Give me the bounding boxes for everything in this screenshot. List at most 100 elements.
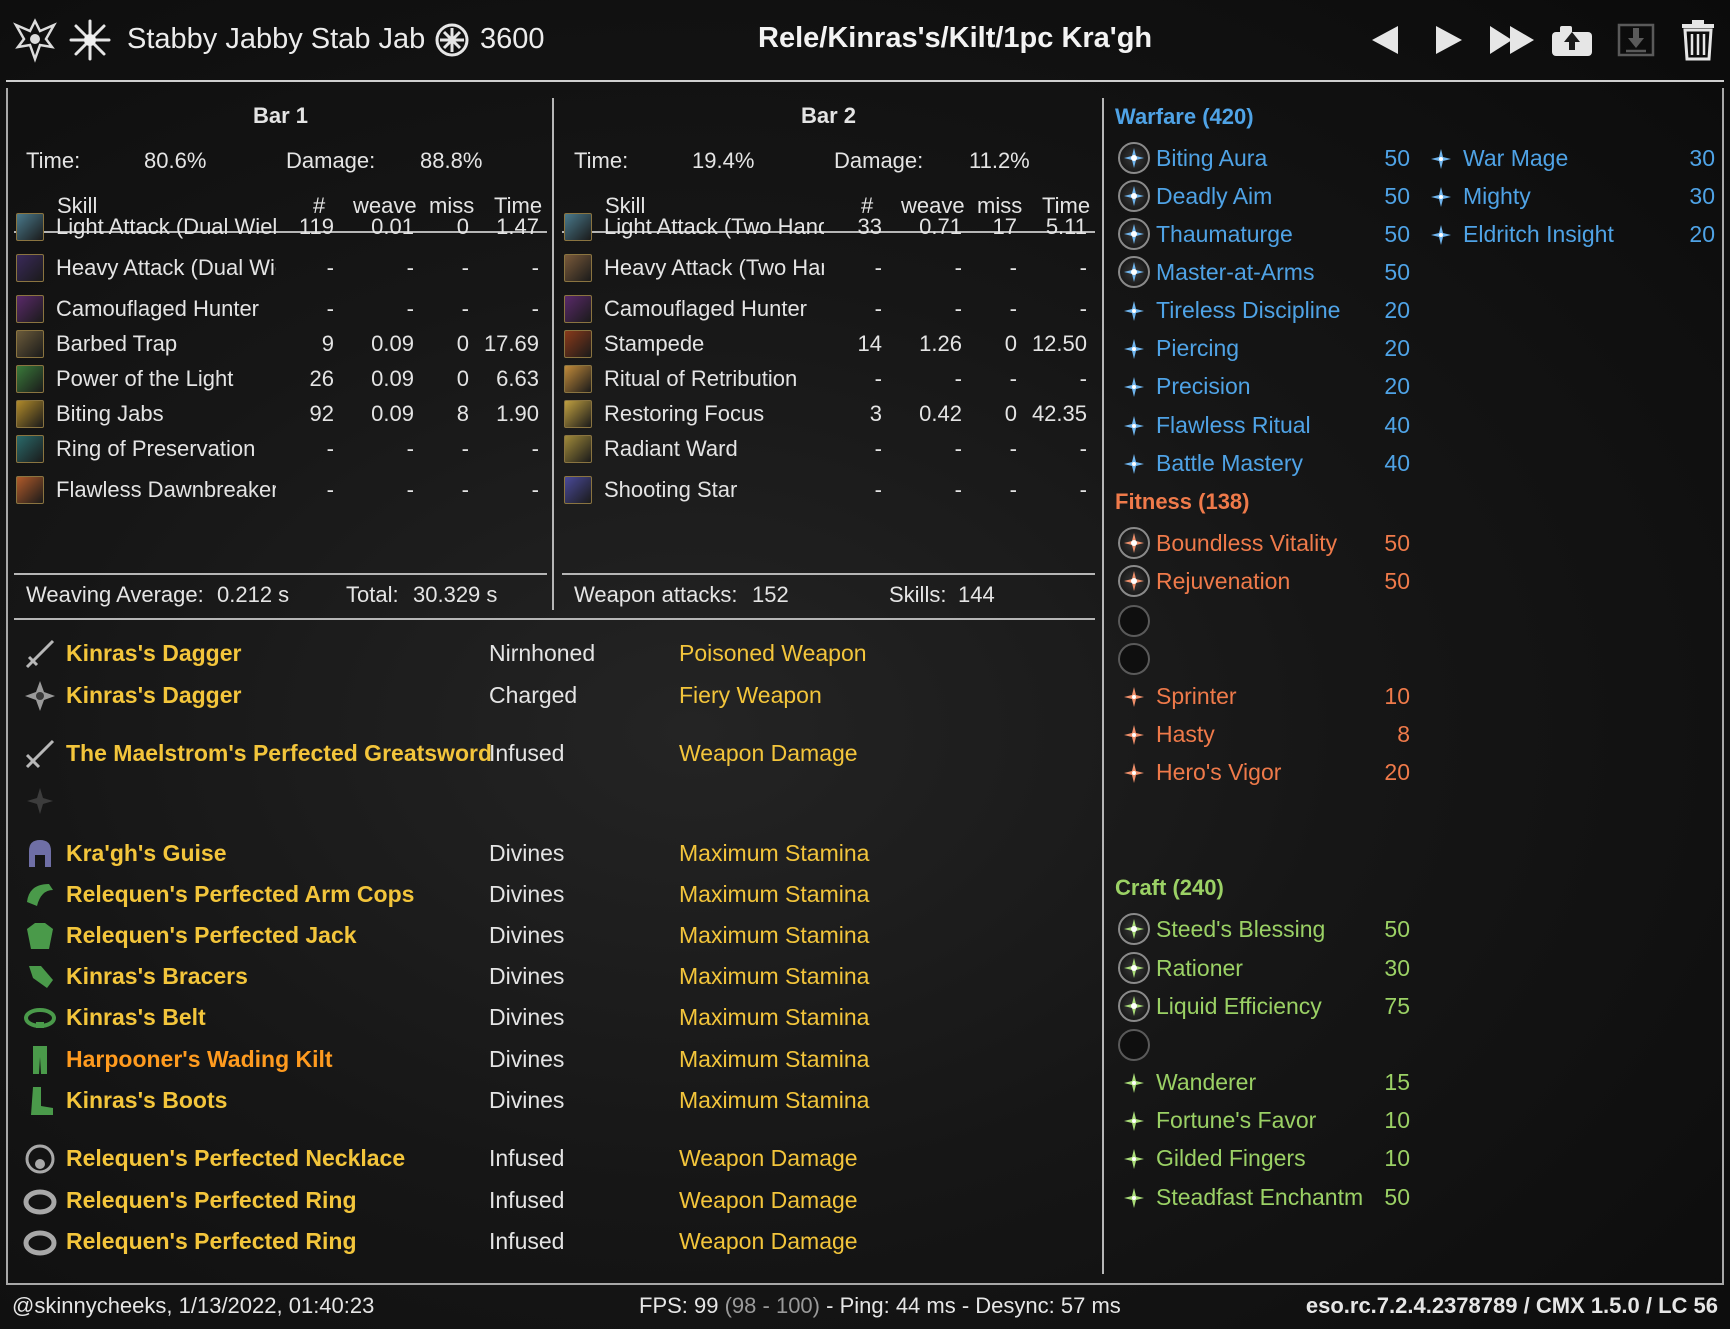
gear-enchant: Maximum Stamina (679, 922, 870, 948)
gear-enchant: Fiery Weapon (679, 682, 822, 708)
gear-name[interactable]: The Maelstrom's Perfected Greatsword (66, 740, 492, 766)
fight-title: Rele/Kinras's/Kilt/1pc Kra'gh (758, 22, 1153, 54)
skill-count: - (874, 255, 882, 280)
load-icon[interactable] (1612, 18, 1660, 62)
cp-star-name: Sprinter (1156, 683, 1237, 709)
cp-star-name: Hero's Vigor (1156, 759, 1282, 785)
light-attack-icon (16, 213, 44, 241)
cp-star-value: 50 (1384, 259, 1410, 285)
gear-enchant: Maximum Stamina (679, 1004, 870, 1030)
total-label: Total: (346, 582, 399, 607)
bar2-damage-label: Damage: (834, 148, 924, 173)
bar1-col-count: # (313, 193, 326, 218)
next-icon[interactable] (1424, 18, 1472, 62)
skill-miss: - (1009, 366, 1017, 391)
skill-time: - (531, 436, 539, 461)
empty-slot-icon[interactable] (1118, 605, 1150, 637)
skills-value: 144 (958, 582, 995, 607)
gear-name[interactable]: Kra'gh's Guise (66, 840, 227, 866)
cp-star-value: 30 (1384, 955, 1410, 981)
champion-icon (65, 14, 115, 66)
passive-star-icon (1121, 336, 1147, 362)
passive-star-icon (1121, 1070, 1147, 1096)
skill-weave: - (406, 255, 414, 280)
save-icon[interactable] (1548, 18, 1596, 62)
skill-name: Camouflaged Hunter (56, 296, 260, 321)
gear-name[interactable]: Relequen's Perfected Arm Cops (66, 881, 415, 907)
ring-icon (22, 1224, 58, 1260)
cp-star-value: 20 (1384, 335, 1410, 361)
greatsword-icon (22, 736, 58, 772)
delete-icon[interactable] (1674, 18, 1722, 62)
cp-star-value: 20 (1689, 221, 1715, 247)
total-value: 30.329 s (413, 582, 498, 607)
bar2-damage-value: 11.2% (969, 148, 1030, 173)
skill-count: - (326, 255, 334, 280)
legs-icon (22, 1042, 58, 1078)
cp-star-value: 50 (1384, 145, 1410, 171)
cp-star-name: Deadly Aim (1156, 183, 1273, 209)
cp-star-name: Battle Mastery (1156, 450, 1303, 476)
skill-count: - (874, 477, 882, 502)
gear-trait: Infused (489, 1187, 565, 1213)
skill-miss: - (461, 436, 469, 461)
skill-name: Power of the Light (56, 366, 234, 391)
gear-enchant: Maximum Stamina (679, 1046, 870, 1072)
gear-name[interactable]: Relequen's Perfected Ring (66, 1228, 357, 1254)
skill-weave: 0.09 (371, 401, 414, 426)
bar1-title: Bar 1 (252, 103, 309, 128)
cp-star-value: 50 (1384, 221, 1410, 247)
passive-star-icon (1428, 222, 1454, 248)
cp-star-value: 30 (1689, 183, 1715, 209)
cp-star-name: Biting Aura (1156, 145, 1268, 171)
skill-time: 12.50 (1031, 331, 1087, 356)
cp-star-value: 50 (1384, 568, 1410, 594)
skill-weave: 0.01 (371, 214, 414, 239)
gear-name[interactable]: Relequen's Perfected Ring (66, 1187, 357, 1213)
slotted-star-icon (1118, 527, 1150, 559)
cp-star-name: Rationer (1156, 955, 1243, 981)
skill-weave: 0.09 (371, 366, 414, 391)
skill-name: Light Attack (Two Hand (604, 214, 824, 239)
gear-name[interactable]: Kinras's Boots (66, 1087, 228, 1113)
gear-name[interactable]: Kinras's Dagger (66, 682, 242, 708)
skill-time: - (1079, 436, 1087, 461)
skill-name: Camouflaged Hunter (604, 296, 808, 321)
empty-slot-icon[interactable] (1118, 1029, 1150, 1061)
weapon-attacks-value: 152 (752, 582, 789, 607)
camouflaged-hunter-icon (16, 295, 44, 323)
skill-count: - (874, 296, 882, 321)
gear-trait: Divines (489, 963, 565, 989)
bar1-damage-label: Damage: (286, 148, 376, 173)
gear-name[interactable]: Kinras's Dagger (66, 640, 242, 666)
footer-version: eso.rc.7.2.4.2378789 / CMX 1.5.0 / LC 56 (1305, 1293, 1718, 1318)
class-icon (10, 14, 60, 66)
gear-name[interactable]: Relequen's Perfected Necklace (66, 1145, 406, 1171)
gear-enchant: Maximum Stamina (679, 840, 870, 866)
skill-weave: - (406, 296, 414, 321)
radiant-ward-icon (564, 435, 592, 463)
skill-miss: - (1009, 296, 1017, 321)
skill-weave: - (406, 477, 414, 502)
skill-name: Radiant Ward (604, 436, 738, 461)
bar2-title: Bar 2 (800, 103, 857, 128)
heavy-attack-icon (564, 254, 592, 282)
passive-star-icon (1121, 684, 1147, 710)
gear-trait: Infused (489, 1145, 565, 1171)
gear-name[interactable]: Kinras's Bracers (66, 963, 248, 989)
last-icon[interactable] (1484, 18, 1540, 62)
cp-star-name: War Mage (1463, 145, 1569, 171)
gear-trait: Divines (489, 881, 565, 907)
gear-name[interactable]: Harpooner's Wading Kilt (66, 1046, 333, 1072)
gear-name[interactable]: Relequen's Perfected Jack (66, 922, 357, 948)
cp-star-name: Hasty (1156, 721, 1215, 747)
slotted-star-icon (1118, 565, 1150, 597)
skill-count: 33 (857, 214, 882, 239)
necklace-icon (22, 1141, 58, 1177)
previous-icon[interactable] (1362, 18, 1410, 62)
empty-slot-icon[interactable] (1118, 643, 1150, 675)
bar1-damage-value: 88.8% (420, 148, 483, 173)
skill-miss: 17 (992, 214, 1017, 239)
skill-weave: - (954, 366, 962, 391)
gear-name[interactable]: Kinras's Belt (66, 1004, 206, 1030)
